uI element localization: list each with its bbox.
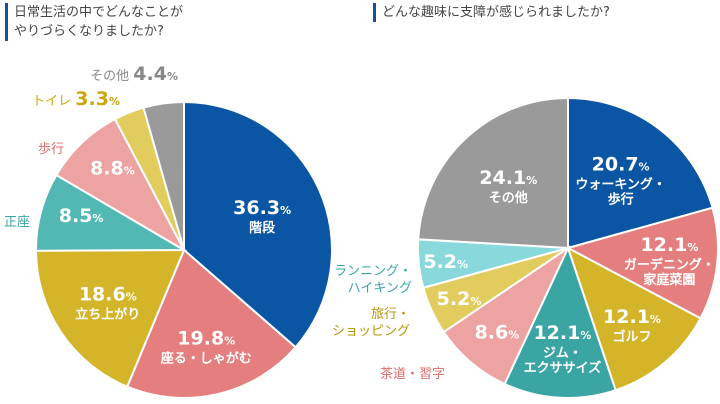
slice-label: 階段 — [249, 220, 275, 236]
slice-label: 座る・しゃがむ — [160, 351, 252, 367]
right-chart-title: どんな趣味に支障が感じられましたか? — [373, 3, 610, 22]
pie-chart-2: 20.7%ウォーキング・歩行12.1%ガーデニング・家庭菜園12.1%ゴルフ12… — [332, 96, 719, 399]
slice-label: その他 — [489, 190, 528, 206]
slice-label-outside: 歩行 — [38, 142, 64, 157]
data-label: 36.3% — [233, 197, 291, 219]
data-label: 8.8% — [90, 158, 135, 180]
pie-chart-1: 36.3%階段 19.8%座る・しゃがむ 18.6%立ち上がり 8.5% 8.8% トイレ… — [4, 63, 333, 399]
pie-slice — [503, 245, 617, 399]
pie-slice — [567, 96, 714, 250]
data-label: 12.1% — [603, 306, 661, 328]
data-label: 12.1% — [640, 234, 698, 256]
pie-slice — [417, 96, 569, 250]
data-label: 8.6% — [475, 321, 520, 343]
slice-label: ショッピング — [332, 324, 410, 339]
slice-label: ウォーキング・ — [575, 177, 666, 193]
left-chart-title: 日常生活の中でどんなことが やりづらくなりましたか? — [5, 3, 183, 41]
slice-label: 家庭菜園 — [643, 272, 695, 288]
pie-slice — [566, 245, 702, 392]
pie-slice — [565, 206, 719, 320]
data-label: 5.2% — [437, 288, 482, 310]
slice-label: ハイキング — [348, 281, 412, 296]
pie-slice — [183, 100, 333, 349]
data-label: 8.5% — [59, 205, 104, 227]
slice-label: 歩行 — [608, 192, 634, 208]
slice-label: エクササイズ — [524, 360, 602, 376]
pie-slice — [55, 117, 187, 253]
data-label: 24.1% — [479, 167, 537, 189]
data-label: 18.6% — [79, 284, 137, 306]
data-label: 19.8% — [177, 328, 235, 350]
slice-label: 旅行・ — [371, 307, 410, 322]
slice-label: ゴルフ — [612, 329, 651, 345]
data-label: 5.2% — [423, 251, 468, 273]
slice-label: 茶道・習字 — [380, 366, 445, 382]
slice-label-outside: 正座 — [4, 215, 30, 230]
slice-label: トイレ 3.3% — [32, 88, 120, 110]
data-label: 20.7% — [592, 154, 650, 176]
slice-label: ジム・ — [543, 346, 582, 361]
pie-slice — [34, 248, 186, 388]
slice-label: 立ち上がり — [75, 307, 140, 323]
slice-label: その他 4.4% — [90, 63, 178, 85]
slice-label: ランニング・ — [334, 264, 412, 279]
slice-label: ガーデニング・ — [624, 257, 715, 273]
pie-slice — [142, 100, 185, 251]
data-label: 12.1% — [533, 322, 591, 344]
